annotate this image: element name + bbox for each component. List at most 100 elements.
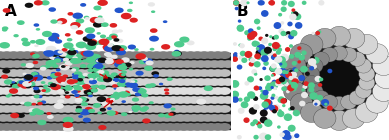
Circle shape	[84, 98, 89, 102]
Circle shape	[215, 114, 228, 122]
Circle shape	[174, 41, 184, 47]
Circle shape	[238, 19, 241, 23]
Circle shape	[92, 114, 105, 122]
Circle shape	[110, 94, 120, 100]
Circle shape	[121, 57, 130, 63]
Circle shape	[198, 105, 211, 113]
Circle shape	[44, 88, 49, 91]
Circle shape	[34, 45, 39, 47]
Circle shape	[170, 123, 184, 131]
Circle shape	[137, 88, 145, 93]
Circle shape	[67, 38, 72, 41]
Circle shape	[103, 77, 112, 82]
Circle shape	[284, 55, 306, 75]
Circle shape	[284, 113, 292, 121]
Circle shape	[5, 95, 11, 98]
Circle shape	[184, 87, 197, 95]
Circle shape	[321, 99, 329, 106]
Circle shape	[55, 69, 68, 77]
Circle shape	[288, 1, 295, 7]
Circle shape	[237, 65, 242, 70]
Circle shape	[63, 74, 68, 78]
Circle shape	[255, 41, 260, 46]
Circle shape	[109, 87, 122, 95]
Circle shape	[273, 87, 277, 90]
Circle shape	[356, 84, 371, 98]
Circle shape	[187, 96, 200, 104]
Circle shape	[301, 50, 307, 55]
Circle shape	[58, 52, 68, 58]
Circle shape	[133, 96, 146, 104]
Circle shape	[263, 56, 266, 59]
Circle shape	[191, 69, 204, 77]
Circle shape	[75, 90, 81, 93]
Circle shape	[278, 68, 287, 76]
Circle shape	[301, 102, 323, 122]
Circle shape	[372, 81, 389, 102]
Circle shape	[41, 87, 54, 95]
Circle shape	[160, 60, 173, 68]
Circle shape	[238, 98, 243, 102]
Circle shape	[105, 98, 114, 103]
Circle shape	[86, 78, 98, 86]
Circle shape	[116, 75, 120, 78]
Circle shape	[259, 133, 268, 140]
Circle shape	[51, 72, 56, 75]
Circle shape	[233, 42, 237, 46]
Circle shape	[269, 0, 275, 6]
Circle shape	[372, 55, 389, 75]
Circle shape	[278, 45, 281, 47]
Circle shape	[67, 51, 77, 57]
Circle shape	[140, 114, 153, 122]
Circle shape	[181, 96, 194, 104]
Circle shape	[123, 105, 136, 113]
Circle shape	[297, 46, 301, 50]
Circle shape	[143, 105, 156, 113]
Circle shape	[37, 102, 43, 105]
Circle shape	[106, 60, 119, 68]
Circle shape	[54, 103, 64, 109]
Circle shape	[132, 97, 139, 102]
Circle shape	[17, 80, 25, 85]
Circle shape	[258, 86, 262, 90]
Circle shape	[126, 114, 139, 122]
Circle shape	[72, 50, 79, 54]
Circle shape	[285, 72, 292, 78]
Circle shape	[129, 68, 133, 71]
Circle shape	[51, 60, 64, 68]
Circle shape	[253, 104, 259, 110]
Circle shape	[31, 72, 40, 77]
Circle shape	[173, 51, 182, 56]
Circle shape	[239, 43, 245, 48]
Circle shape	[132, 87, 140, 92]
Circle shape	[150, 123, 163, 131]
Circle shape	[55, 123, 68, 131]
Circle shape	[116, 51, 129, 59]
Circle shape	[104, 58, 113, 63]
Circle shape	[328, 110, 350, 130]
Circle shape	[88, 55, 93, 58]
Circle shape	[294, 68, 298, 72]
Circle shape	[359, 67, 375, 81]
Circle shape	[2, 26, 9, 30]
Circle shape	[260, 89, 264, 93]
Circle shape	[72, 114, 85, 122]
Circle shape	[254, 19, 260, 24]
Circle shape	[341, 95, 357, 109]
Circle shape	[252, 41, 259, 47]
Circle shape	[106, 114, 119, 122]
Circle shape	[163, 20, 167, 23]
Circle shape	[218, 51, 231, 59]
Circle shape	[98, 125, 107, 130]
Circle shape	[205, 69, 217, 77]
Circle shape	[65, 91, 69, 94]
Circle shape	[90, 54, 101, 60]
Circle shape	[101, 100, 109, 105]
Circle shape	[273, 104, 280, 111]
Circle shape	[88, 39, 97, 45]
Circle shape	[167, 96, 180, 104]
Circle shape	[98, 15, 103, 18]
Circle shape	[96, 51, 109, 59]
Circle shape	[279, 77, 285, 82]
Circle shape	[287, 22, 293, 26]
